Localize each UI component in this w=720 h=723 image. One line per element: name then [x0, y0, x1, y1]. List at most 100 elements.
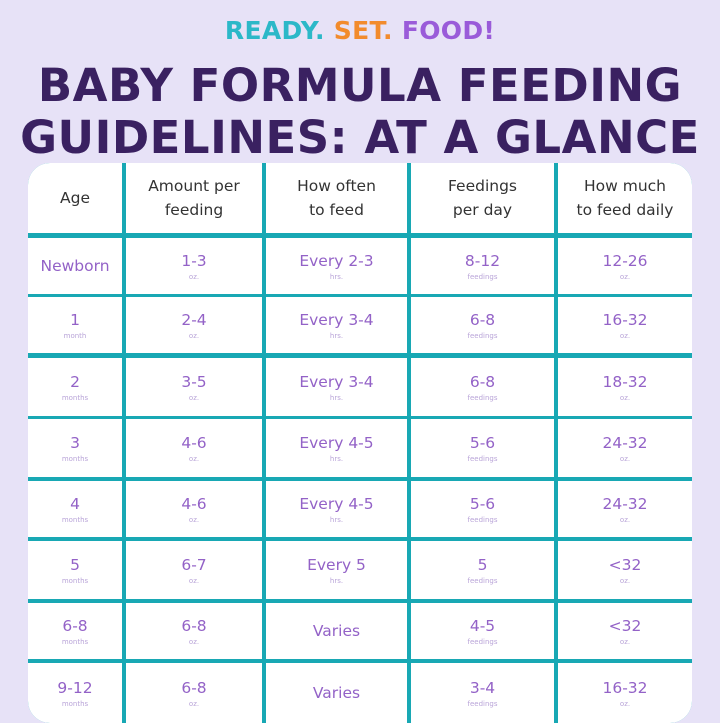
cell-unit: months	[61, 576, 89, 585]
cell-value: 2-4	[181, 310, 207, 329]
cell-unit: oz.	[619, 272, 631, 281]
cell-value: 6-8	[469, 372, 496, 391]
brand-set: SET.	[333, 16, 393, 45]
cell-unit: hrs.	[329, 576, 344, 585]
table-cell-age: Newborn	[28, 238, 122, 294]
cell-value: 6-8	[181, 616, 207, 635]
header-cell-feedings: Feedings per day	[411, 163, 554, 233]
cell-value: 1-3	[181, 251, 207, 270]
table-cell-age: 6-8 months	[28, 603, 122, 659]
table-cell-feedings: 3-4 feedings	[411, 663, 554, 723]
brand-food: FOOD!	[401, 16, 496, 45]
cell-value: 18-32	[602, 372, 648, 391]
table-cell-age: 4 months	[28, 481, 122, 537]
header-text: How often	[297, 177, 376, 195]
cell-value: 24-32	[602, 494, 648, 513]
table-cell-frequency: Every 3-4 hrs.	[266, 297, 407, 353]
cell-value: 3	[70, 433, 80, 452]
cell-value: <32	[608, 616, 642, 635]
table-cell-amount: 3-5 oz.	[126, 358, 262, 416]
cell-value: 5	[477, 555, 488, 574]
cell-value: 6-8	[62, 616, 88, 635]
cell-value: Every 3-4	[299, 372, 374, 391]
cell-unit: months	[61, 515, 89, 524]
cell-value: 8-12	[464, 251, 501, 270]
cell-unit: oz.	[619, 331, 631, 340]
cell-value: 3-4	[469, 678, 496, 697]
header-cell-age: Age	[28, 163, 122, 233]
table-cell-daily: 16-32 oz.	[558, 663, 692, 723]
cell-value: 4-6	[181, 433, 207, 452]
page-title-line-1: BABY FORMULA FEEDING	[37, 59, 683, 112]
table-cell-feedings: 6-8 feedings	[411, 358, 554, 416]
cell-value: 4-5	[469, 616, 496, 635]
table-cell-age: 2 months	[28, 358, 122, 416]
table-cell-frequency: Varies	[266, 603, 407, 659]
brand-logo: READY. SET. FOOD!	[0, 16, 720, 45]
cell-value: 4	[70, 494, 80, 513]
cell-unit: feedings	[467, 272, 498, 281]
table-cell-feedings: 5-6 feedings	[411, 419, 554, 477]
table-cell-daily: <32 oz.	[558, 541, 692, 599]
cell-value: 6-8	[469, 310, 496, 329]
table-cell-age: 9-12 months	[28, 663, 122, 723]
cell-unit: oz.	[619, 515, 631, 524]
cell-unit: feedings	[467, 393, 498, 402]
table-cell-frequency: Every 2-3 hrs.	[266, 238, 407, 294]
cell-value: Every 3-4	[299, 310, 374, 329]
table-cell-feedings: 5-6 feedings	[411, 481, 554, 537]
cell-value: 4-6	[181, 494, 207, 513]
cell-unit: months	[61, 699, 89, 708]
cell-value: Every 2-3	[299, 251, 374, 270]
cell-unit: oz.	[188, 699, 200, 708]
table-cell-feedings: 6-8 feedings	[411, 297, 554, 353]
cell-value: Every 4-5	[299, 494, 374, 513]
cell-unit: months	[61, 454, 89, 463]
table-cell-daily: 16-32 oz.	[558, 297, 692, 353]
table-cell-age: 3 months	[28, 419, 122, 477]
cell-value: 6-8	[181, 678, 207, 697]
cell-unit: oz.	[188, 331, 200, 340]
header-text: per day	[452, 201, 513, 219]
cell-unit: oz.	[619, 637, 631, 646]
cell-unit: hrs.	[329, 454, 344, 463]
cell-unit: oz.	[188, 576, 200, 585]
cell-value: Varies	[312, 622, 361, 640]
header-text: Feedings	[447, 177, 518, 195]
table-cell-daily: 18-32 oz.	[558, 358, 692, 416]
page-title-line-2: GUIDELINES: AT A GLANCE	[20, 111, 700, 164]
table-cell-amount: 2-4 oz.	[126, 297, 262, 353]
header-cell-amount: Amount per feeding	[126, 163, 262, 233]
cell-unit: hrs.	[329, 272, 344, 281]
cell-value: 5-6	[469, 494, 496, 513]
header-text: Amount per	[148, 177, 240, 195]
page-title: BABY FORMULA FEEDING GUIDELINES: AT A GL…	[0, 60, 720, 164]
header-text: feeding	[164, 201, 224, 219]
cell-unit: month	[63, 331, 87, 340]
table-cell-frequency: Every 4-5 hrs.	[266, 419, 407, 477]
table-cell-amount: 6-8 oz.	[126, 663, 262, 723]
cell-unit: feedings	[467, 576, 498, 585]
cell-value: 6-7	[181, 555, 207, 574]
table-cell-feedings: 5 feedings	[411, 541, 554, 599]
table-cell-feedings: 8-12 feedings	[411, 238, 554, 294]
header-text: to feed	[309, 201, 364, 219]
table-cell-daily: <32 oz.	[558, 603, 692, 659]
brand-ready: READY.	[224, 16, 325, 45]
table-cell-frequency: Every 4-5 hrs.	[266, 481, 407, 537]
table-cell-daily: 12-26 oz.	[558, 238, 692, 294]
cell-value: 5	[70, 555, 80, 574]
cell-value: 2	[70, 372, 80, 391]
table-cell-amount: 6-7 oz.	[126, 541, 262, 599]
cell-unit: feedings	[467, 699, 498, 708]
cell-value: 12-26	[602, 251, 648, 270]
cell-value: Every 4-5	[299, 433, 374, 452]
cell-unit: oz.	[619, 454, 631, 463]
cell-unit: oz.	[188, 637, 200, 646]
header-cell-frequency: How often to feed	[266, 163, 407, 233]
cell-value: Newborn	[40, 257, 110, 275]
header-text: Age	[60, 189, 90, 207]
cell-unit: oz.	[188, 515, 200, 524]
table-cell-daily: 24-32 oz.	[558, 481, 692, 537]
cell-value: <32	[608, 555, 642, 574]
